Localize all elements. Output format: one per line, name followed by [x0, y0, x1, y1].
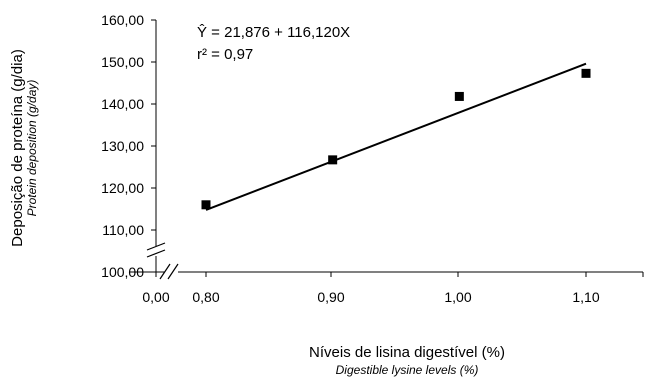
x-tick-label: 1,00 [444, 289, 471, 305]
data-point-marker [328, 155, 338, 165]
r-squared-label: r² = 0,97 [197, 46, 253, 63]
y-tick-label: 160,00 [101, 12, 144, 28]
x-tick-label: 0,80 [192, 289, 219, 305]
x-tick-label: 1,10 [572, 289, 599, 305]
x-axis-subtitle: Digestible lysine levels (%) [336, 363, 479, 377]
y-tick-label: 100,00 [101, 264, 144, 280]
data-point-marker [454, 91, 464, 101]
y-axis-break-mark [146, 242, 166, 251]
x-axis-break-mark [167, 263, 179, 280]
tick-labels: 160,00 150,00 140,00 130,00 120,00 110,00 100,… [101, 12, 600, 305]
data-point-marker [581, 68, 591, 78]
y-tick-label: 110,00 [102, 222, 144, 238]
y-axis-break-mark [146, 249, 166, 258]
data-series [201, 62, 591, 211]
axes [130, 19, 644, 280]
y-axis-subtitle: Protein deposition (g/day) [25, 80, 39, 217]
regression-line [205, 62, 587, 211]
regression-equation: Ŷ = 21,876 + 116,120X [197, 24, 350, 41]
y-tick-label: 120,00 [101, 180, 144, 196]
data-point-marker [201, 200, 211, 210]
y-axis-title: Deposição de proteína (g/dia) [9, 49, 26, 247]
x-axis-break-mark [159, 263, 171, 280]
y-tick-label: 140,00 [101, 96, 144, 112]
y-tick-label: 130,00 [101, 138, 144, 154]
x-axis-title: Níveis de lisina digestível (%) [309, 344, 505, 361]
x-tick-label: 0,00 [142, 289, 169, 305]
x-tick-label: 0,90 [317, 289, 344, 305]
y-tick-label: 150,00 [101, 54, 144, 70]
